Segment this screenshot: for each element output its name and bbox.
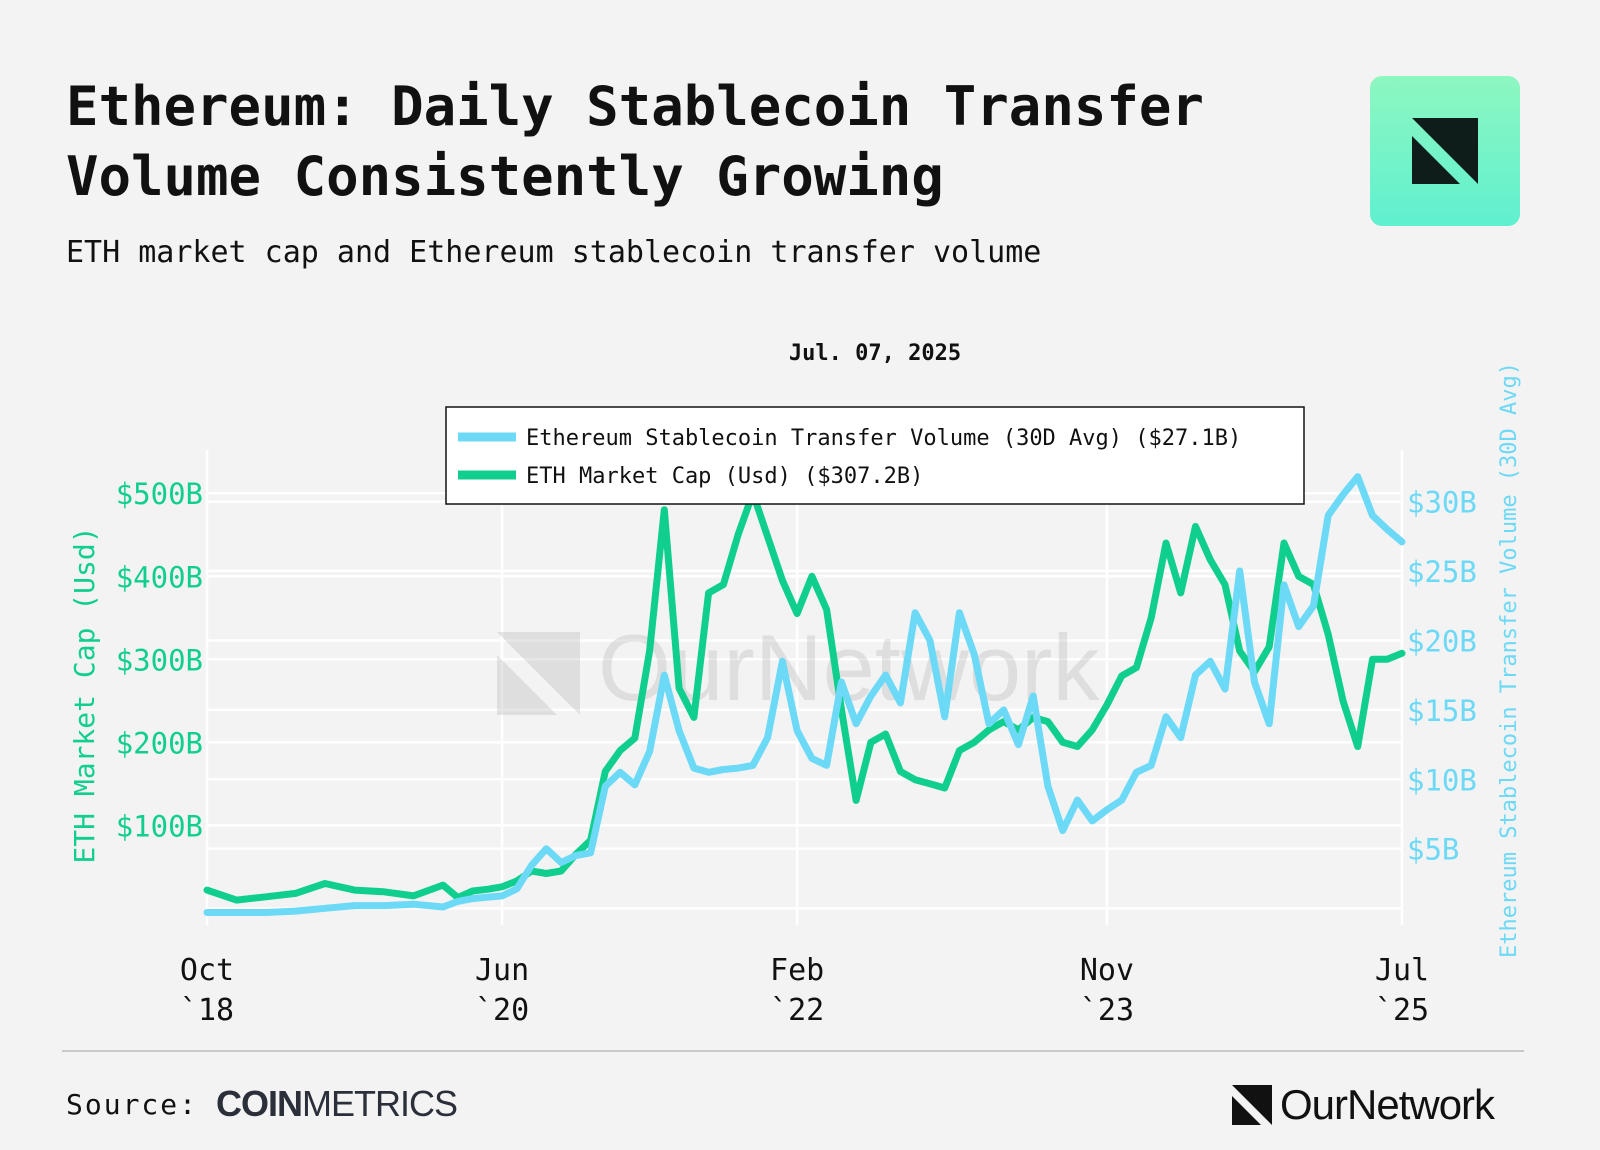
- y-right-tick-label: $25B: [1407, 555, 1477, 589]
- ournetwork-logo-badge: [1370, 76, 1520, 226]
- series-line-transfer-volume: [203, 473, 1406, 916]
- legend-label-transfer-volume: Ethereum Stablecoin Transfer Volume (30D…: [526, 426, 1241, 451]
- ournetwork-logo-icon: [1412, 118, 1478, 184]
- chart-title: Ethereum: Daily Stablecoin Transfer Volu…: [66, 75, 1204, 208]
- legend-label-market-cap: ETH Market Cap (Usd) ($307.2B): [526, 464, 923, 489]
- source-credit: Source: COINMETRICS: [66, 1083, 458, 1125]
- x-tick-label: `25: [1375, 993, 1429, 1028]
- ournetwork-wordmark: OurNetwork: [1280, 1081, 1495, 1128]
- source-label: Source:: [66, 1087, 199, 1121]
- y-left-tick-label: $100B: [116, 809, 203, 843]
- y-right-tick-label: $5B: [1407, 833, 1459, 867]
- chart-date-label: Jul. 07, 2025: [789, 341, 961, 366]
- chart-canvas: OurNetwork Oct `18 Jun `20 Feb `22 Nov `23 Jul `2…: [68, 341, 1522, 1028]
- x-tick-label: Oct: [180, 953, 234, 988]
- coinmetrics-logo: COINMETRICS: [216, 1083, 458, 1124]
- y-right-tick-label: $30B: [1407, 486, 1477, 520]
- y-right-axis-title: Ethereum Stablecoin Transfer Volume (30D…: [1497, 362, 1522, 958]
- y-left-tick-label: $500B: [116, 477, 203, 511]
- y-right-tick-label: $15B: [1407, 694, 1477, 728]
- y-left-tick-label: $300B: [116, 643, 203, 677]
- series-line-market-cap: [203, 489, 1406, 904]
- footer-divider: [62, 1050, 1524, 1052]
- watermark-logo-icon: [497, 632, 580, 715]
- x-tick-label: `20: [475, 993, 529, 1028]
- axes: Oct `18 Jun `20 Feb `22 Nov `23 Jul `25 $100B $200B…: [68, 362, 1522, 1028]
- chart-subtitle: ETH market cap and Ethereum stablecoin t…: [66, 235, 1042, 270]
- y-left-tick-label: $200B: [116, 726, 203, 760]
- x-tick-label: `18: [180, 993, 234, 1028]
- x-tick-label: Nov: [1080, 953, 1134, 988]
- y-right-tick-label: $20B: [1407, 624, 1477, 658]
- ournetwork-icon: [1232, 1085, 1272, 1125]
- watermark: OurNetwork: [497, 615, 1100, 720]
- y-left-tick-label: $400B: [116, 560, 203, 594]
- legend: Ethereum Stablecoin Transfer Volume (30D…: [445, 406, 1305, 505]
- x-tick-label: `22: [770, 993, 824, 1028]
- x-tick-label: Feb: [770, 953, 824, 988]
- ournetwork-brand: OurNetwork: [1232, 1081, 1495, 1129]
- y-right-tick-label: $10B: [1407, 763, 1477, 797]
- x-tick-label: Jun: [475, 953, 529, 988]
- grid-lines: [205, 450, 1404, 925]
- legend-box: [445, 406, 1305, 505]
- y-left-axis-title: ETH Market Cap (Usd): [68, 526, 101, 863]
- x-tick-label: Jul: [1375, 953, 1429, 988]
- x-tick-label: `23: [1080, 993, 1134, 1028]
- series-lines: [203, 473, 1406, 916]
